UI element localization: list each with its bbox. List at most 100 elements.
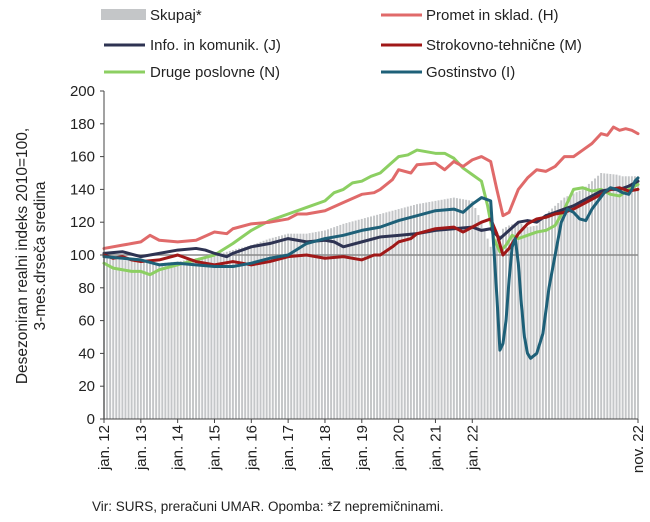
skupaj-bar bbox=[106, 258, 109, 419]
skupaj-bar bbox=[336, 226, 339, 419]
x-tick-label: jan. 13 bbox=[133, 425, 150, 471]
skupaj-bar bbox=[348, 222, 351, 419]
skupaj-bar bbox=[428, 201, 431, 419]
skupaj-bar bbox=[127, 260, 130, 419]
skupaj-bar bbox=[606, 173, 609, 419]
legend-label-gostinstvo: Gostinstvo (I) bbox=[426, 64, 515, 81]
skupaj-bar bbox=[462, 199, 465, 419]
skupaj-bar bbox=[440, 199, 443, 419]
series-line-promet bbox=[102, 125, 640, 250]
skupaj-bar bbox=[213, 255, 216, 419]
legend-item-druge: Druge poslovne (N) bbox=[104, 64, 280, 81]
skupaj-bar bbox=[192, 258, 194, 419]
skupaj-bar bbox=[597, 175, 600, 419]
skupaj-bar bbox=[139, 261, 142, 419]
legend-item-gostinstvo: Gostinstvo (I) bbox=[381, 64, 515, 81]
skupaj-bar bbox=[560, 200, 563, 419]
skupaj-bar bbox=[314, 232, 317, 419]
skupaj-bar bbox=[406, 206, 409, 419]
skupaj-bar bbox=[603, 173, 606, 419]
skupaj-bar bbox=[299, 233, 302, 419]
skupaj-bar bbox=[271, 237, 274, 419]
y-tick-label: 120 bbox=[70, 214, 95, 231]
x-tick-label: jan. 22 bbox=[464, 425, 481, 471]
skupaj-bar bbox=[357, 219, 360, 419]
skupaj-bar bbox=[425, 202, 428, 419]
legend-label-promet: Promet in sklad. (H) bbox=[426, 7, 559, 24]
skupaj-bar bbox=[136, 261, 139, 419]
skupaj-bar bbox=[468, 200, 471, 419]
skupaj-bar bbox=[486, 238, 489, 419]
skupaj-bar bbox=[250, 245, 253, 419]
skupaj-bar bbox=[419, 203, 422, 419]
skupaj-bar bbox=[179, 261, 182, 419]
skupaj-bar bbox=[281, 235, 283, 419]
skupaj-bar bbox=[508, 225, 511, 419]
skupaj-bar bbox=[231, 250, 234, 419]
skupaj-bar bbox=[327, 229, 330, 419]
skupaj-bar bbox=[228, 250, 231, 419]
skupaj-bar bbox=[333, 227, 336, 419]
skupaj-bar bbox=[538, 221, 541, 419]
skupaj-bar bbox=[391, 210, 394, 419]
skupaj-bar bbox=[385, 212, 388, 419]
skupaj-bar bbox=[360, 218, 363, 419]
skupaj-bar bbox=[115, 259, 118, 419]
legend: Skupaj* Promet in sklad. (H) Info. in ko… bbox=[101, 7, 582, 81]
skupaj-bar bbox=[262, 240, 265, 419]
skupaj-bar bbox=[376, 214, 379, 419]
skupaj-bar bbox=[431, 201, 434, 419]
skupaj-bar bbox=[363, 218, 366, 419]
skupaj-bar bbox=[323, 230, 326, 419]
legend-item-promet: Promet in sklad. (H) bbox=[381, 7, 559, 24]
skupaj-bar bbox=[366, 217, 369, 419]
skupaj-bar bbox=[443, 199, 446, 419]
y-axis-label-line2: 3-mes.drseča sredina bbox=[32, 181, 49, 330]
y-tick-label: 80 bbox=[78, 280, 95, 297]
skupaj-bar bbox=[575, 192, 578, 419]
skupaj-bar bbox=[557, 203, 560, 419]
skupaj-bar bbox=[308, 233, 311, 419]
y-tick-label: 140 bbox=[70, 181, 95, 198]
legend-swatch-skupaj bbox=[101, 9, 146, 20]
y-tick-label: 100 bbox=[70, 247, 95, 264]
skupaj-bar bbox=[124, 260, 127, 419]
legend-item-strokovno: Strokovno-tehnične (M) bbox=[381, 37, 582, 54]
skupaj-bar bbox=[320, 230, 323, 419]
x-axis-ticks: jan. 12 jan. 13 jan. 14 jan. 15 jan. 16 jan. … bbox=[96, 419, 647, 473]
y-axis-ticks: 0 20 40 60 80 100 120 140 160 180 200 bbox=[70, 83, 104, 428]
skupaj-bar bbox=[293, 233, 296, 419]
skupaj-bar bbox=[109, 258, 112, 419]
skupaj-bar bbox=[161, 262, 164, 419]
y-tick-label: 200 bbox=[70, 83, 95, 100]
skupaj-bar bbox=[600, 173, 603, 419]
skupaj-bar bbox=[554, 205, 557, 419]
skupaj-bar bbox=[121, 259, 124, 419]
y-tick-label: 160 bbox=[70, 149, 95, 166]
skupaj-bar bbox=[465, 199, 468, 419]
skupaj-bar bbox=[182, 260, 185, 419]
skupaj-bar bbox=[244, 246, 247, 419]
skupaj-bar bbox=[501, 228, 504, 419]
series-line-gostinstvo bbox=[102, 176, 640, 360]
skupaj-bar bbox=[207, 256, 210, 419]
skupaj-bar bbox=[480, 222, 483, 419]
skupaj-bar bbox=[130, 260, 133, 419]
skupaj-bar bbox=[437, 200, 440, 419]
skupaj-bar bbox=[459, 198, 461, 419]
skupaj-bar bbox=[164, 262, 167, 419]
skupaj-bar bbox=[198, 257, 201, 419]
skupaj-bar bbox=[388, 211, 391, 419]
skupaj-bar bbox=[158, 263, 161, 419]
skupaj-bar bbox=[145, 262, 148, 419]
skupaj-bar bbox=[541, 217, 544, 419]
skupaj-bar bbox=[317, 231, 320, 419]
skupaj-bar bbox=[590, 181, 593, 419]
x-tick-label: jan. 16 bbox=[243, 425, 260, 471]
skupaj-bar bbox=[446, 198, 449, 419]
skupaj-bar bbox=[581, 189, 584, 419]
skupaj-bar bbox=[517, 222, 520, 419]
skupaj-bar bbox=[379, 214, 382, 419]
x-tick-label: nov. 22 bbox=[630, 425, 647, 473]
